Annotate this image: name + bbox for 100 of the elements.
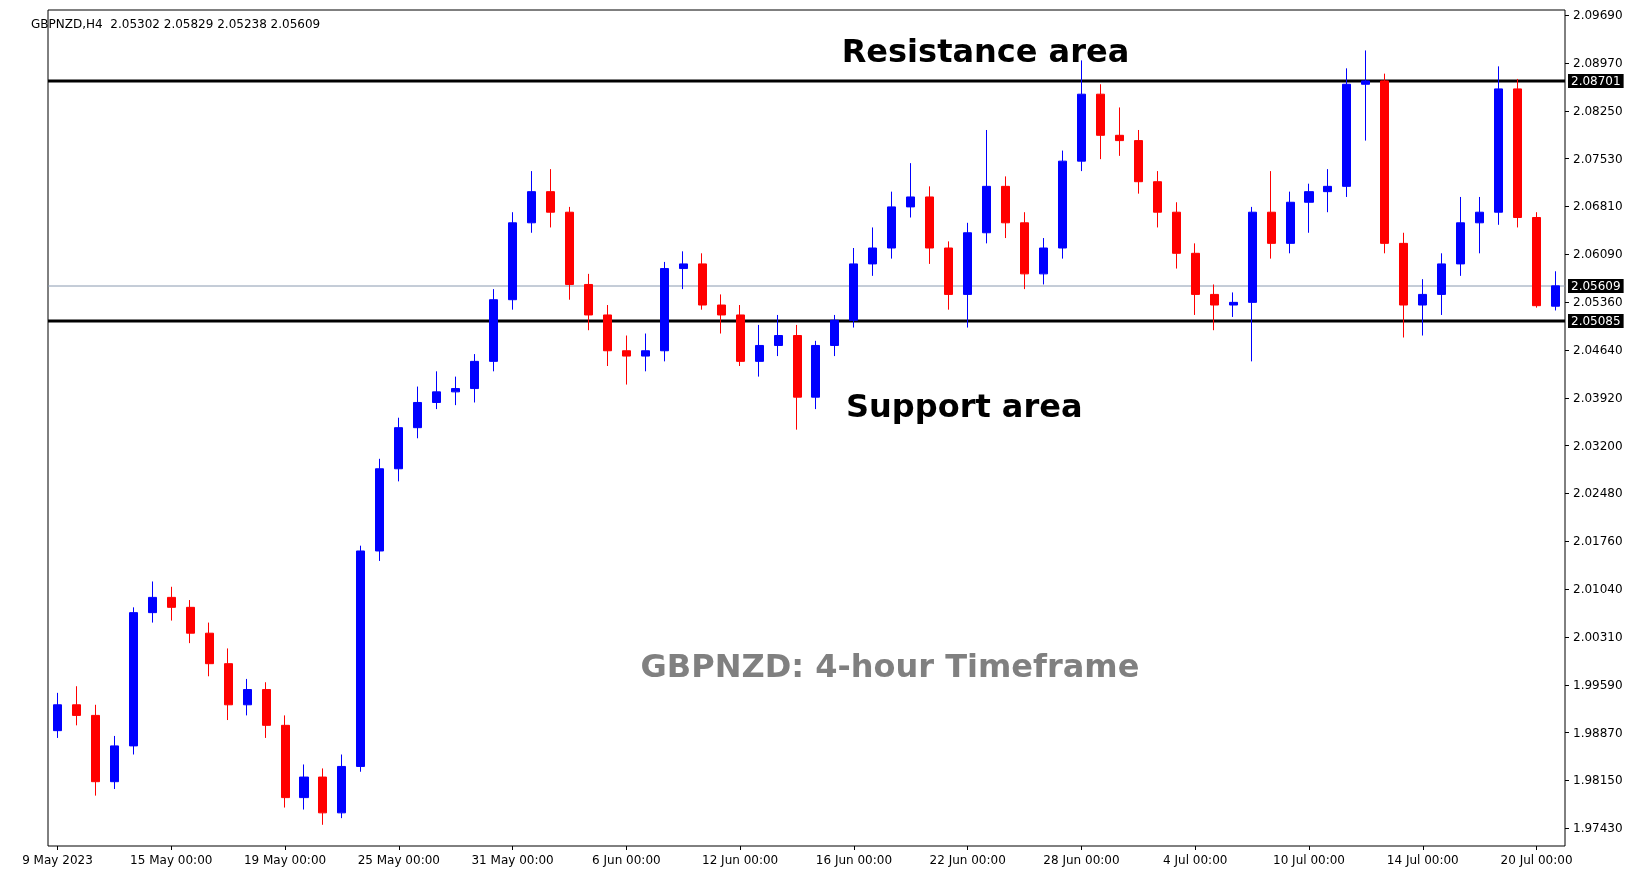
y-tick-label: 2.04640 (1573, 343, 1623, 358)
ref-line-label: 2.05609 (1571, 279, 1621, 293)
candlestick (1513, 78, 1522, 228)
candlestick (432, 370, 441, 410)
x-tick-label: 10 Jul 00:00 (1273, 853, 1345, 867)
x-tick-label: 31 May 00:00 (471, 853, 554, 867)
candlestick (622, 335, 631, 386)
candlestick (868, 226, 877, 277)
y-tick-label: 2.06810 (1573, 199, 1623, 214)
candlestick (527, 170, 536, 234)
candlestick (1418, 278, 1427, 337)
candlestick (1115, 106, 1124, 157)
candlestick (679, 250, 688, 290)
x-tick-label: 19 May 00:00 (243, 853, 327, 867)
candlestick (698, 252, 707, 311)
y-tick-label: 1.99590 (1573, 677, 1623, 692)
x-tick-label: 12 Jun 00:00 (702, 853, 779, 867)
candlestick (167, 586, 176, 622)
candlestick (1058, 150, 1067, 260)
ref-line-label: 2.08701 (1571, 74, 1621, 88)
x-tick-label: 4 Jul 00:00 (1163, 853, 1228, 867)
candlestick (1286, 191, 1295, 254)
candlestick (1134, 129, 1143, 195)
candlestick (299, 763, 309, 811)
y-tick-label: 2.06090 (1573, 246, 1623, 261)
candlestick (1361, 49, 1370, 142)
candlestick (148, 580, 157, 624)
candlestick (603, 304, 612, 367)
candlestick (660, 261, 669, 362)
y-tick-label: 2.01040 (1573, 581, 1623, 596)
x-tick-label: 6 Jun 00:00 (592, 853, 661, 867)
candlestick (1323, 168, 1332, 213)
candlestick (224, 647, 233, 721)
candlestick (53, 692, 62, 739)
candlestick (489, 288, 498, 372)
y-tick-label: 1.97430 (1573, 821, 1623, 836)
candlestick (811, 340, 820, 410)
candlestick (755, 324, 764, 378)
y-tick-label: 2.02480 (1573, 486, 1623, 501)
x-tick-label: 25 May 00:00 (357, 853, 440, 867)
candlestick (963, 222, 972, 329)
y-tick-label: 2.03920 (1573, 390, 1623, 405)
candlestick (1248, 206, 1257, 362)
candlestick (906, 162, 915, 219)
text: GBPNZD,H4 2.05302 2.05829 2.05238 2.05609 (31, 17, 321, 31)
annotation: GBPNZD: 4-hour Timeframe (640, 646, 1140, 685)
candlestick (1039, 237, 1048, 285)
candlestick (944, 240, 953, 311)
candlestick (1532, 211, 1541, 309)
candlestick (1475, 196, 1484, 254)
candlestick (1153, 170, 1162, 228)
candlestick (205, 622, 214, 677)
candlestick (375, 458, 384, 562)
y-tick-label: 2.01760 (1573, 534, 1623, 549)
candlestick (1399, 232, 1408, 339)
candlestick (1380, 73, 1389, 254)
candlestick (186, 599, 195, 644)
y-tick-label: 2.08970 (1573, 56, 1623, 71)
candlestick (1456, 196, 1465, 277)
candlestick (1191, 242, 1200, 316)
candlestick (337, 754, 346, 819)
candlestick (925, 185, 934, 265)
candlestick (243, 678, 252, 716)
candlestick (982, 129, 991, 244)
candlestick (774, 314, 783, 357)
annotation: Support area (846, 387, 1083, 426)
candlestick (1229, 291, 1238, 318)
candlestick (356, 545, 365, 773)
candlestick (793, 324, 802, 431)
candlestick (1551, 270, 1560, 311)
candlestick (1437, 252, 1446, 316)
y-tick-label: 2.05360 (1573, 295, 1623, 310)
candlestick (394, 417, 403, 482)
candlestick (1020, 211, 1029, 290)
y-tick-label: 2.03200 (1573, 438, 1623, 453)
x-tick-label: 14 Jul 00:00 (1386, 853, 1459, 867)
ref-line-label: 2.05085 (1571, 314, 1621, 328)
candlestick (1172, 201, 1181, 270)
y-tick-label: 2.07530 (1573, 151, 1623, 166)
candlestick (546, 168, 555, 228)
candlestick (262, 681, 271, 739)
candlestick (830, 314, 839, 357)
candlestick (91, 704, 100, 797)
candlestick (281, 714, 290, 809)
candlestick (641, 333, 650, 372)
x-tick-label: 28 Jun 00:00 (1043, 853, 1120, 867)
y-tick-label: 2.00310 (1573, 630, 1623, 645)
x-tick-label: 16 Jun 00:00 (815, 853, 893, 867)
y-tick-label: 1.98150 (1573, 773, 1623, 788)
candlestick (413, 386, 422, 439)
y-tick-label: 2.09690 (1573, 8, 1623, 23)
candlestick (110, 735, 119, 790)
candlestick (565, 206, 574, 301)
candlestick (736, 304, 745, 367)
x-tick-label: 20 Jul 00:00 (1500, 853, 1573, 867)
y-tick-label: 2.08250 (1573, 103, 1623, 118)
candlestick (508, 211, 517, 311)
candlestick (1342, 67, 1351, 198)
candlestick (1001, 175, 1010, 239)
candlestick (318, 767, 327, 826)
